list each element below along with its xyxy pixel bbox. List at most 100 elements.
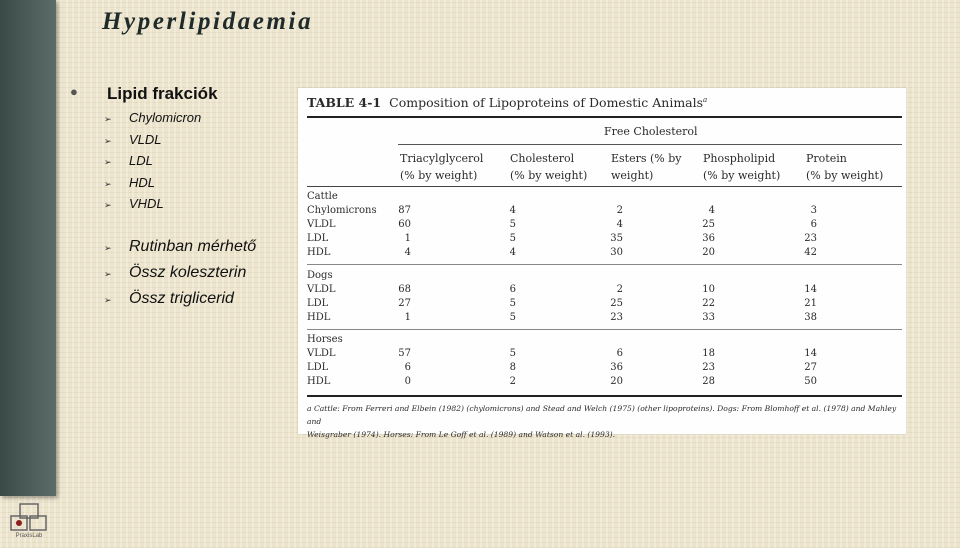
column-header-esters: Esters (% by weight): [611, 150, 682, 184]
table-cell: 5: [509, 219, 516, 230]
table-row: HDL 0 2 20 28 50: [298, 376, 906, 390]
column-header-line: Phospholipid: [703, 152, 776, 165]
arrowhead-bullet-icon: ➢: [104, 135, 112, 146]
table-cell: 2: [509, 376, 516, 387]
bullet-dot-icon: ●: [70, 84, 78, 99]
arrowhead-bullet-icon: ➢: [104, 178, 112, 189]
table-cell: 5: [509, 233, 516, 244]
table-row: LDL 1 5 35 36 23: [298, 233, 906, 247]
group-label-cattle: Cattle: [307, 191, 338, 202]
table-caption: Composition of Lipoproteins of Domestic …: [389, 95, 704, 110]
table-cell: 50: [804, 376, 817, 387]
row-label: LDL: [307, 298, 329, 309]
table-cell: 6: [509, 284, 516, 295]
row-label: VLDL: [307, 219, 336, 230]
table-cell: 36: [610, 362, 623, 373]
table-cell: 60: [398, 219, 411, 230]
table-cell: 1: [404, 233, 411, 244]
table-row: HDL 4 4 30 20 42: [298, 247, 906, 261]
table-footnote: a Cattle: From Ferreri and Elbein (1982)…: [307, 402, 897, 441]
logo-mark-icon: [10, 503, 47, 531]
table-cell: 5: [509, 298, 516, 309]
table-title: TABLE 4-1 Composition of Lipoproteins of …: [307, 95, 707, 110]
group-divider: [307, 329, 902, 330]
list-item-text: Rutinban mérhető: [129, 238, 257, 255]
table-cell: 4: [509, 247, 516, 258]
free-cholesterol-rule: [398, 144, 902, 145]
lipoprotein-table: TABLE 4-1 Composition of Lipoproteins of …: [298, 88, 906, 439]
list-item-text: VHDL: [129, 196, 164, 211]
table-cell: 20: [610, 376, 623, 387]
footnote-line: a Cattle: From Ferreri and Elbein (1982)…: [307, 404, 897, 426]
table-cell: 57: [398, 348, 411, 359]
table-cell: 6: [810, 219, 817, 230]
row-label: HDL: [307, 247, 331, 258]
table-header-rule: [307, 186, 902, 187]
table-cell: 4: [708, 205, 715, 216]
group-divider: [307, 264, 902, 265]
column-header-cholesterol: Cholesterol (% by weight): [510, 150, 587, 184]
table-cell: 4: [404, 247, 411, 258]
table-cell: 5: [509, 348, 516, 359]
table-cell: 30: [610, 247, 623, 258]
table-cell: 22: [702, 298, 715, 309]
table-cell: 5: [509, 312, 516, 323]
column-header-line: weight): [611, 169, 654, 182]
column-header-protein: Protein (% by weight): [806, 150, 883, 184]
table-cell: 4: [509, 205, 516, 216]
column-header-line: Cholesterol: [510, 152, 575, 165]
table-cell: 68: [398, 284, 411, 295]
table-cell: 14: [804, 348, 817, 359]
table-cell: 8: [509, 362, 516, 373]
table-row: VLDL 57 5 6 18 14: [298, 348, 906, 362]
table-cell: 10: [702, 284, 715, 295]
group-label-dogs: Dogs: [307, 270, 333, 281]
table-row: Chylomicrons 87 4 2 4 3: [298, 205, 906, 219]
logo-text: PraxisLab: [15, 533, 43, 539]
column-header-line: (% by weight): [400, 169, 478, 182]
table-cell: 42: [804, 247, 817, 258]
column-header-triacylglycerol: Triacylglycerol (% by weight): [400, 150, 483, 184]
arrowhead-bullet-icon: ➢: [104, 269, 112, 279]
table-top-rule: [307, 116, 902, 118]
row-label: LDL: [307, 233, 329, 244]
table-cell: 38: [804, 312, 817, 323]
list-item-text: Chylomicron: [129, 110, 202, 125]
table-cell: 2: [616, 205, 623, 216]
list-item-text: Össz koleszterin: [129, 264, 247, 281]
arrowhead-bullet-icon: ➢: [104, 114, 112, 124]
table-cell: 28: [702, 376, 715, 387]
column-header-line: (% by weight): [806, 169, 884, 182]
table-number: TABLE 4-1: [307, 95, 382, 110]
table-cell: 18: [702, 348, 715, 359]
group-label-horses: Horses: [307, 334, 343, 345]
table-bottom-rule: [307, 395, 902, 397]
table-cell: 25: [702, 219, 715, 230]
table-row: LDL 6 8 36 23 27: [298, 362, 906, 376]
table-cell: 87: [398, 205, 411, 216]
arrowhead-bullet-icon: ➢: [104, 243, 112, 253]
list-item-text: HDL: [129, 174, 156, 190]
column-header-line: Protein: [806, 152, 847, 165]
main-bullet-text: Lipid frakciók: [107, 84, 218, 103]
footnote-line: Weisgraber (1974). Horses: From Le Goff …: [307, 430, 616, 439]
table-cell: 14: [804, 284, 817, 295]
left-accent-bar: [0, 0, 56, 496]
arrowhead-bullet-icon: ➢: [104, 157, 112, 167]
table-cell: 20: [702, 247, 715, 258]
list-item-text: LDL: [129, 153, 153, 168]
table-cell: 21: [804, 298, 817, 309]
table-cell: 4: [616, 219, 623, 230]
table-cell: 3: [810, 205, 817, 216]
column-header-line: Esters (% by: [611, 152, 682, 165]
table-cell: 23: [804, 233, 817, 244]
list-item-text: Össz triglicerid: [129, 290, 234, 307]
table-cell: 6: [616, 348, 623, 359]
table-cell: 25: [610, 298, 623, 309]
slide-title: Hyperlipidaemia: [102, 8, 314, 35]
list-item-text: VLDL: [129, 131, 162, 147]
table-row: VLDL 60 5 4 25 6: [298, 219, 906, 233]
table-row: LDL 27 5 25 22 21: [298, 298, 906, 312]
column-header-line: Triacylglycerol: [400, 152, 484, 165]
table-row: HDL 1 5 23 33 38: [298, 312, 906, 326]
